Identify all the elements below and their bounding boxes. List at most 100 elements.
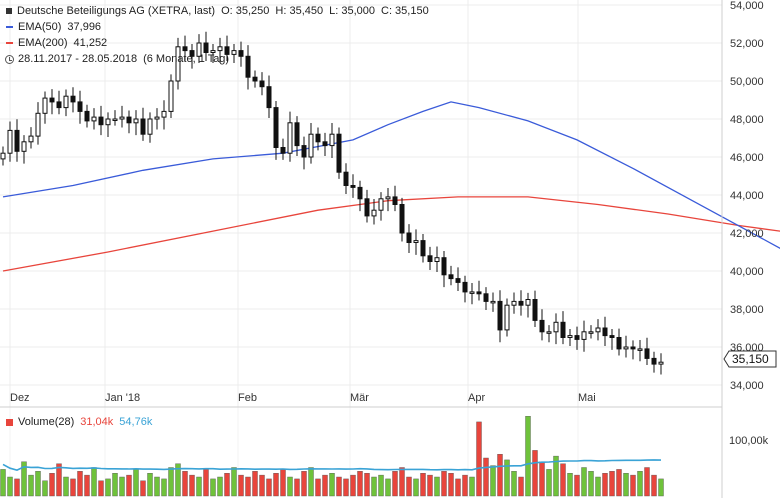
candle [525,292,531,318]
volume-bar [497,454,503,497]
candle-body [238,50,244,57]
candle-body [28,135,34,143]
candle-body [77,101,83,112]
grid-lines [0,0,722,498]
volume-bar [21,461,27,497]
candle-body [224,46,230,55]
candle-body [196,42,202,57]
ema50-line [2,101,780,249]
candle-body [658,361,664,365]
y-tick-label: 44,000 [730,190,764,202]
candle [133,110,139,136]
candle-body [588,331,594,334]
volume-bar [455,478,461,497]
volume-bar [224,473,230,497]
candle [539,309,545,341]
candle-body [504,304,510,331]
candle [427,246,433,271]
candle [273,100,279,160]
candle-body [217,46,223,52]
candle [420,233,426,263]
volume-bar [322,474,328,497]
candle-body [385,196,391,200]
candle [49,89,55,115]
candle-body [210,50,216,53]
x-tick-label: Feb [238,392,257,404]
volume-bar [448,473,454,497]
volume-bar [189,474,195,497]
candle [105,112,111,138]
candle [602,316,608,347]
candle-body [350,185,356,188]
candle [308,122,314,164]
candle-body [343,171,349,186]
volume-bar [532,450,538,497]
volume-bar [217,476,223,497]
candle-body [532,299,538,321]
candle-body [336,133,342,173]
candle-body [574,335,580,340]
last-price-marker: 35,150 [723,350,777,368]
candle [399,197,405,242]
candle-body [406,232,412,243]
y-tick-label: 42,000 [730,228,764,240]
candle [371,198,377,225]
candle [434,246,440,272]
candle [203,31,209,62]
ema200-line [2,196,780,272]
candle [651,351,657,373]
volume-label: Volume(28) [18,416,75,428]
ema50-label: EMA(50) [18,21,62,33]
candle-body [231,50,237,55]
candle [287,111,293,162]
y-tick-label: 38,000 [730,304,764,316]
candle [392,185,398,212]
volume-bar [49,473,55,497]
candle-body [602,327,608,337]
candle [224,35,230,62]
ema50-series [2,101,780,249]
candle [21,135,27,164]
candle-body [49,97,55,103]
volume-bar [378,474,384,497]
volume-bar [196,476,202,497]
candle [413,229,419,255]
x-tick-label: Mär [350,392,369,404]
volume-bar [441,471,447,497]
candle-body [434,257,440,263]
candle-body [308,133,314,158]
volume-bar [329,473,335,497]
candle-body [616,337,622,350]
date-range: 28.11.2017 - 28.05.2018 [18,53,138,65]
candle-body [42,97,48,114]
volume-bar [581,467,587,497]
candle-body [21,141,27,152]
candle-body [399,204,405,234]
volume-bar [119,476,125,497]
volume-bar [336,476,342,497]
volume-bar [553,455,559,497]
x-tick-label: Jan '18 [105,392,140,404]
candle-body [0,152,6,160]
volume-bar [147,473,153,497]
candle-body [357,186,363,200]
candle-body [182,46,188,52]
volume-bar [35,471,41,497]
candle [497,290,503,343]
x-tick-label: Mai [578,392,596,404]
candle-body [91,116,97,122]
volume-bar [0,469,6,497]
candle-body [175,46,181,82]
candle-body [413,240,419,244]
candle [14,119,20,162]
y-tick-label: 48,000 [730,114,764,126]
volume-bar [469,476,475,497]
candle [637,339,643,362]
candle-body [287,122,293,154]
candle [658,353,664,375]
candle-body [490,300,496,304]
volume-bar [105,478,111,497]
candle [504,298,510,337]
candle [518,290,524,316]
candle [294,116,300,157]
